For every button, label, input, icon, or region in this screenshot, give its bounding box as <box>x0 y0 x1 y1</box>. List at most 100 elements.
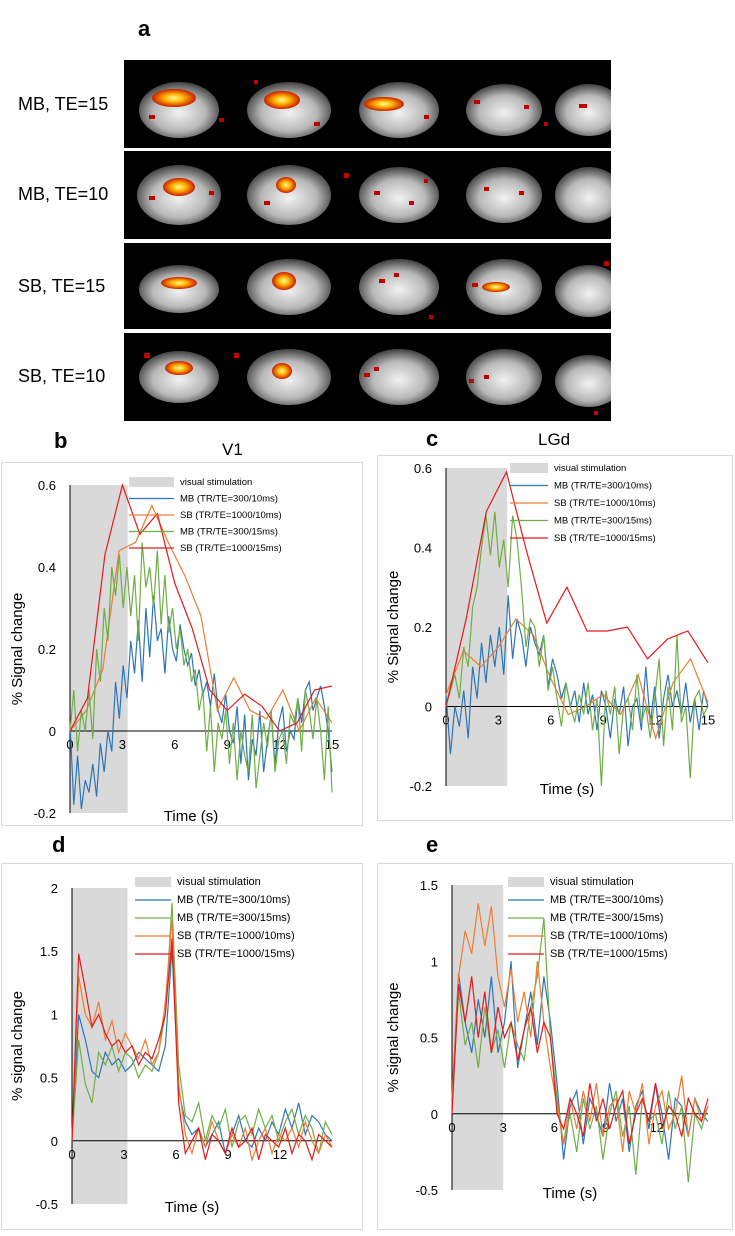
x-axis-label: Time (s) <box>165 1199 219 1216</box>
mri-slices-mb-te15 <box>139 80 623 138</box>
y-tick-label: 0.5 <box>420 1031 438 1046</box>
y-tick-label: 1 <box>431 954 438 969</box>
chart-b-frame: -0.2 0 0.2 0.4 0.6 0 3 6 9 12 15 Time (s)% Signal c… <box>1 462 363 826</box>
legend-label: visual stimulation <box>177 876 261 888</box>
legend-label: MB (TR/TE=300/15ms) <box>180 527 278 538</box>
y-tick-label: 0.4 <box>38 560 56 575</box>
legend-label: MB (TR/TE=300/10ms) <box>180 494 278 505</box>
x-tick-label: 3 <box>120 1147 127 1162</box>
legend-label: MB (TR/TE=300/10ms) <box>554 481 652 492</box>
legend-label: SB (TR/TE=1000/15ms) <box>550 948 668 960</box>
y-axis-label: % Signal change <box>9 593 26 706</box>
mri-row-mb-te15 <box>124 60 623 148</box>
series-line <box>445 511 709 787</box>
x-tick-label: 6 <box>547 713 554 728</box>
y-axis-label: % signal change <box>9 991 26 1101</box>
x-tick-label: 3 <box>495 713 502 728</box>
series-line <box>69 504 333 733</box>
series-line <box>445 470 709 707</box>
panel-a-letter: a <box>138 16 151 41</box>
y-tick-label: 0 <box>425 700 432 715</box>
legend-swatch <box>510 463 548 473</box>
x-tick-label: 12 <box>650 1120 664 1135</box>
legend-swatch <box>508 877 544 887</box>
x-axis-label: Time (s) <box>543 1185 597 1202</box>
y-tick-label: 0.4 <box>414 541 432 556</box>
x-tick-label: 0 <box>68 1147 75 1162</box>
x-tick-label: 9 <box>224 737 231 752</box>
panel-c-letter: c <box>426 426 439 451</box>
legend-label: SB (TR/TE=1000/10ms) <box>177 930 295 942</box>
y-tick-label: 0.2 <box>38 642 56 657</box>
legend-label: SB (TR/TE=1000/10ms) <box>180 510 282 521</box>
legend-swatch <box>135 877 171 887</box>
mri-row-sb-te10 <box>124 333 623 421</box>
row-label-mb-te15: MB, TE=15 <box>18 94 109 114</box>
y-tick-label: -0.5 <box>36 1197 58 1212</box>
mri-slices-sb-te15 <box>139 259 623 319</box>
x-tick-label: 15 <box>325 737 339 752</box>
mri-slices-mb-te10 <box>137 165 623 225</box>
y-tick-label: -0.5 <box>416 1183 438 1198</box>
x-tick-label: 0 <box>448 1120 455 1135</box>
y-tick-label: -0.2 <box>34 806 56 821</box>
series-line <box>451 961 709 1160</box>
x-tick-label: 12 <box>273 1147 287 1162</box>
y-tick-label: -0.2 <box>410 779 432 794</box>
y-tick-label: 0 <box>49 724 56 739</box>
mri-row-mb-te10 <box>124 151 623 239</box>
y-tick-label: 0.6 <box>38 478 56 493</box>
series-line <box>71 919 333 1162</box>
legend-label: visual stimulation <box>554 463 626 474</box>
series-line <box>71 903 333 1154</box>
y-tick-label: 1 <box>51 1007 58 1022</box>
legend-label: MB (TR/TE=300/15ms) <box>177 912 290 924</box>
legend-label: SB (TR/TE=1000/15ms) <box>554 533 656 544</box>
series-line <box>451 976 709 1145</box>
legend-label: visual stimulation <box>550 876 634 888</box>
chart-c-frame: -0.2 0 0.2 0.4 0.6 0 3 6 9 12 15 Time (s)% Signal c… <box>377 455 733 821</box>
stim-bar <box>446 468 508 786</box>
row-label-sb-te10: SB, TE=10 <box>18 366 106 386</box>
row-label-sb-te15: SB, TE=15 <box>18 276 106 296</box>
x-tick-label: 0 <box>66 737 73 752</box>
legend-label: SB (TR/TE=1000/10ms) <box>554 498 656 509</box>
chart-d-frame: -0.5 0 0.5 1 1.5 2 0 3 6 9 12 Time (s) % signal chan… <box>1 863 363 1230</box>
x-tick-label: 15 <box>701 713 715 728</box>
panel-e-letter: e <box>426 832 439 857</box>
y-tick-label: 0.5 <box>40 1071 58 1086</box>
legend-label: MB (TR/TE=300/15ms) <box>550 912 663 924</box>
y-tick-label: 1.5 <box>420 878 438 893</box>
series-line <box>69 542 333 793</box>
x-tick-label: 3 <box>119 737 126 752</box>
legend-swatch <box>129 477 174 487</box>
x-tick-label: 9 <box>600 713 607 728</box>
x-tick-label: 6 <box>171 737 178 752</box>
legend-label: MB (TR/TE=300/10ms) <box>550 894 663 906</box>
legend-label: MB (TR/TE=300/15ms) <box>554 516 652 527</box>
chart-e-frame: -0.5 0 0.5 1 1.5 0 3 6 9 12 Time (s)% signal chang… <box>377 863 733 1230</box>
stim-bar <box>72 888 128 1204</box>
mri-row-sb-te15 <box>124 243 623 329</box>
series-line <box>451 903 709 1152</box>
y-tick-label: 0 <box>431 1107 438 1122</box>
chart-d-svg: -0.5 0 0.5 1 1.5 2 0 3 6 9 12 Time (s) % signal chan… <box>9 876 333 1216</box>
y-tick-label: 1.5 <box>40 944 58 959</box>
series-line <box>69 482 333 732</box>
x-tick-label: 9 <box>224 1147 231 1162</box>
y-axis-label: % Signal change <box>385 571 402 684</box>
y-tick-label: 0 <box>51 1134 58 1149</box>
y-axis-label: % signal change <box>385 982 402 1092</box>
y-tick-label: 0.6 <box>414 461 432 476</box>
legend-label: MB (TR/TE=300/10ms) <box>177 894 290 906</box>
legend-label: SB (TR/TE=1000/15ms) <box>177 948 295 960</box>
row-label-mb-te10: MB, TE=10 <box>18 184 109 204</box>
panel-b-letter: b <box>54 428 68 453</box>
panel-c-title: LGd <box>538 430 571 449</box>
x-axis-label: Time (s) <box>540 781 594 798</box>
panel-d-letter: d <box>52 832 66 857</box>
mri-slices-sb-te10 <box>139 349 623 415</box>
x-tick-label: 0 <box>442 713 449 728</box>
